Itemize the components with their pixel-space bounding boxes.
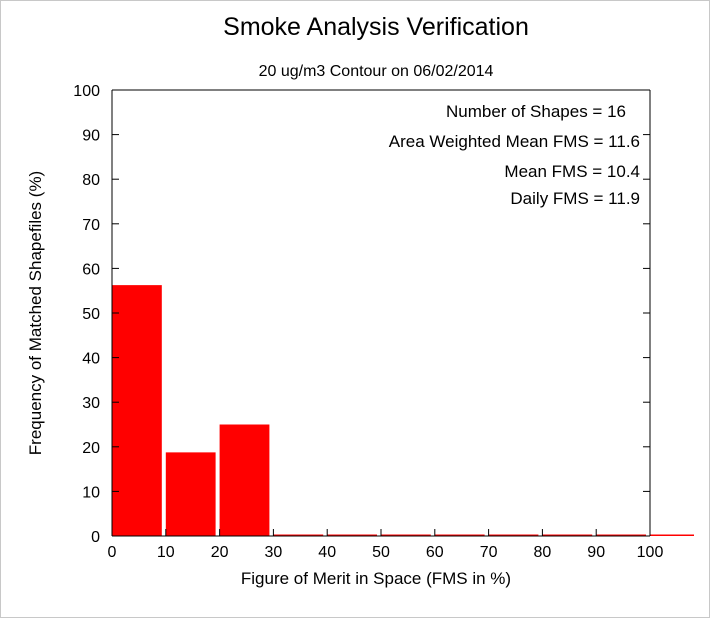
chart-subtitle: 20 ug/m3 Contour on 06/02/2014 <box>259 63 494 80</box>
bar-40 <box>327 534 377 536</box>
bar-0 <box>112 285 162 536</box>
x-tick-label: 10 <box>157 544 175 561</box>
x-tick-label: 40 <box>318 544 336 561</box>
bar-60 <box>434 534 485 536</box>
bar-50 <box>381 534 431 536</box>
y-tick-label: 20 <box>82 440 100 457</box>
x-tick-label: 30 <box>265 544 283 561</box>
bars-group <box>112 285 694 536</box>
annotation-number-of-shapes: Number of Shapes = 16 <box>446 102 626 121</box>
y-tick-label: 0 <box>91 529 100 546</box>
y-axis-label: Frequency of Matched Shapefiles (%) <box>26 171 45 455</box>
bar-10 <box>165 452 216 536</box>
annotation-daily-fms: Daily FMS = 11.9 <box>510 189 640 208</box>
y-tick-label: 100 <box>73 83 100 100</box>
x-ticks-group: 0 10 20 30 40 50 60 70 80 90 100 <box>108 529 664 561</box>
bar-100 <box>650 534 694 536</box>
bar-80 <box>542 534 593 536</box>
annotations-group: Number of Shapes = 16 Area Weighted Mean… <box>389 102 640 208</box>
x-tick-label: 0 <box>108 544 117 561</box>
y-tick-label: 60 <box>82 261 100 278</box>
bar-90 <box>596 534 646 536</box>
x-tick-label: 90 <box>587 544 605 561</box>
bar-70 <box>488 534 539 536</box>
x-tick-label: 80 <box>534 544 552 561</box>
y-tick-label: 10 <box>82 484 100 501</box>
y-tick-label: 70 <box>82 217 100 234</box>
y-tick-label: 50 <box>82 306 100 323</box>
bar-20 <box>219 424 270 536</box>
y-tick-label: 80 <box>82 172 100 189</box>
x-tick-label: 60 <box>426 544 444 561</box>
x-tick-label: 70 <box>480 544 498 561</box>
bar-30 <box>273 534 324 536</box>
y-tick-label: 40 <box>82 351 100 368</box>
annotation-area-weighted-mean-fms: Area Weighted Mean FMS = 11.6 <box>389 132 640 151</box>
y-tick-label: 30 <box>82 395 100 412</box>
x-axis-label: Figure of Merit in Space (FMS in %) <box>241 569 511 588</box>
x-tick-label: 20 <box>211 544 229 561</box>
chart-title: Smoke Analysis Verification <box>223 13 529 41</box>
annotation-mean-fms: Mean FMS = 10.4 <box>504 162 640 181</box>
x-tick-label: 50 <box>372 544 390 561</box>
x-tick-label: 100 <box>637 544 664 561</box>
y-ticks-group: 0 10 20 30 40 50 60 70 80 90 100 <box>73 83 650 546</box>
y-tick-label: 90 <box>82 128 100 145</box>
